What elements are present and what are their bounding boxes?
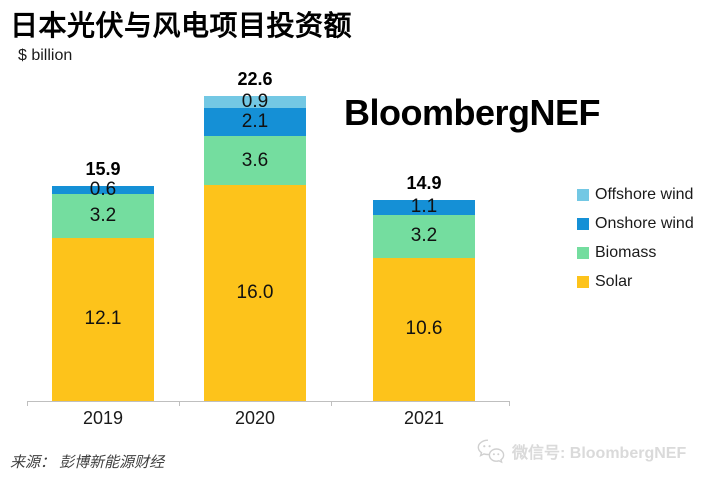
legend-item-solar: Solar	[577, 272, 694, 292]
wechat-label: 微信号: BloombergNEF	[512, 445, 687, 462]
total-value-2019: 15.9	[85, 159, 121, 180]
total-value-2021: 14.9	[406, 172, 442, 193]
x-axis-label-2019: 2019	[82, 408, 124, 428]
x-axis-tick-0	[27, 401, 28, 406]
segment-value-solar-2020: 16.0	[236, 282, 274, 303]
segment-value-biomass-2020: 3.6	[241, 149, 269, 171]
source-note: 来源： 彭博新能源财经	[10, 454, 165, 471]
wechat-watermark: 微信号: BloombergNEF	[476, 438, 686, 464]
chart-legend: Offshore wind Onshore wind Biomass Solar	[577, 185, 694, 301]
chart-title: 日本光伏与风电项目投资额	[10, 10, 353, 41]
total-value-2020: 22.6	[237, 68, 273, 89]
legend-swatch-biomass	[577, 247, 589, 259]
bar-segment-biomass-2020	[204, 136, 306, 185]
legend-label-biomass: Biomass	[595, 244, 657, 261]
bar-segment-solar-2021	[373, 257, 475, 401]
segment-value-onshore-wind-2019: 0.6	[89, 179, 117, 201]
segment-value-solar-2021: 10.6	[405, 318, 443, 340]
bar-segment-biomass-2021	[373, 214, 475, 258]
legend-item-biomass: Biomass	[577, 243, 694, 263]
legend-swatch-onshore-wind	[577, 218, 589, 230]
wechat-icon	[477, 439, 505, 464]
bar-segment-onshore-wind-2020	[204, 108, 306, 137]
legend-item-onshore-wind: Onshore wind	[577, 214, 694, 234]
x-axis-tick-2	[331, 401, 332, 406]
bar-segment-biomass-2019	[52, 194, 154, 238]
x-axis-label-2021: 2021	[403, 408, 445, 428]
segment-value-solar-2019: 12.1	[84, 308, 122, 330]
segment-value-biomass-2021: 3.2	[410, 225, 438, 247]
legend-label-solar: Solar	[595, 273, 633, 290]
x-axis-tick-1	[179, 401, 180, 406]
segment-value-onshore-wind-2021: 1.1	[410, 196, 438, 218]
legend-swatch-offshore-wind	[577, 189, 589, 201]
bar-segment-offshore-wind-2020	[204, 95, 306, 109]
x-axis-tick-3	[509, 401, 510, 406]
unit-label: $ billion	[18, 47, 73, 64]
bar-segment-onshore-wind-2021	[373, 199, 475, 215]
legend-item-offshore-wind: Offshore wind	[577, 185, 694, 205]
legend-label-offshore-wind: Offshore wind	[595, 186, 694, 203]
bar-segment-onshore-wind-2019	[52, 186, 154, 195]
segment-value-offshore-wind-2020: 0.9	[241, 90, 269, 112]
bar-segment-solar-2020	[204, 185, 306, 401]
x-axis-line	[27, 401, 509, 402]
legend-swatch-solar	[577, 276, 589, 288]
x-axis-label-2020: 2020	[234, 408, 276, 428]
legend-label-onshore-wind: Onshore wind	[595, 215, 694, 232]
segment-value-biomass-2019: 3.2	[89, 205, 117, 227]
bloombergnef-watermark: BloombergNEF	[344, 92, 601, 133]
segment-value-onshore-wind-2020: 2.1	[241, 111, 269, 133]
bar-segment-solar-2019	[52, 237, 154, 401]
